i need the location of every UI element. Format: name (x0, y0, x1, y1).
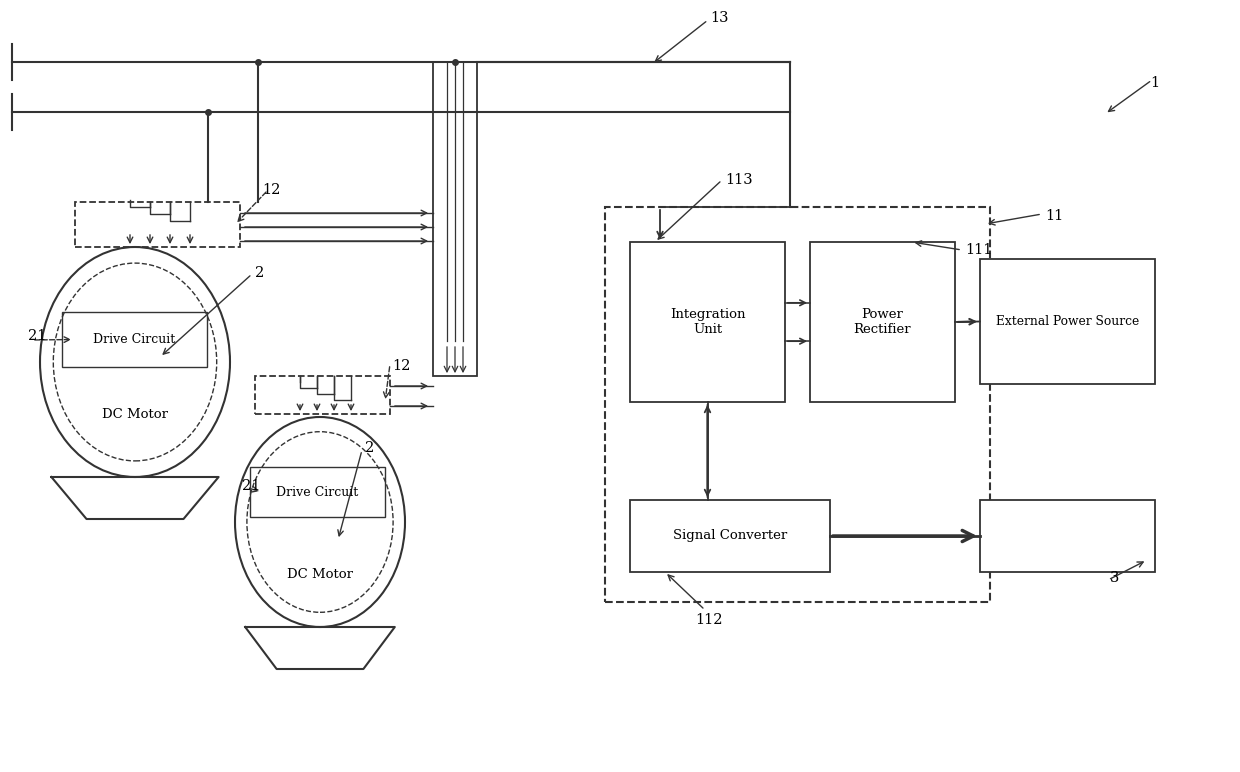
Text: 2: 2 (365, 441, 374, 455)
Text: 21: 21 (29, 329, 46, 343)
Bar (62, 312, 207, 367)
Bar (605, 207, 990, 602)
Bar (433, 62, 477, 376)
Text: 111: 111 (965, 243, 992, 257)
Bar (630, 500, 830, 572)
Text: DC Motor: DC Motor (286, 567, 353, 581)
Text: 21: 21 (242, 479, 260, 493)
Text: Drive Circuit: Drive Circuit (277, 486, 358, 499)
Text: 2: 2 (255, 266, 264, 280)
Bar (74, 202, 241, 247)
Text: 13: 13 (711, 11, 729, 25)
Text: Signal Converter: Signal Converter (673, 530, 787, 543)
Bar (255, 376, 391, 414)
Bar (980, 500, 1154, 572)
Text: Drive Circuit: Drive Circuit (93, 333, 176, 346)
Text: Integration
Unit: Integration Unit (670, 308, 745, 336)
Text: Power
Rectifier: Power Rectifier (853, 308, 911, 336)
Text: 112: 112 (694, 613, 723, 627)
Ellipse shape (236, 417, 405, 627)
Bar (810, 242, 955, 402)
Ellipse shape (40, 247, 229, 477)
Text: External Power Source: External Power Source (996, 315, 1140, 328)
Bar (980, 259, 1154, 384)
Text: 12: 12 (262, 183, 280, 197)
Text: DC Motor: DC Motor (102, 408, 167, 421)
Bar (630, 242, 785, 402)
Text: 113: 113 (725, 173, 753, 187)
Text: 11: 11 (1045, 209, 1063, 223)
Text: 12: 12 (392, 359, 410, 373)
Text: 3: 3 (1110, 571, 1120, 585)
Bar (250, 467, 384, 517)
Text: 1: 1 (1151, 76, 1159, 90)
